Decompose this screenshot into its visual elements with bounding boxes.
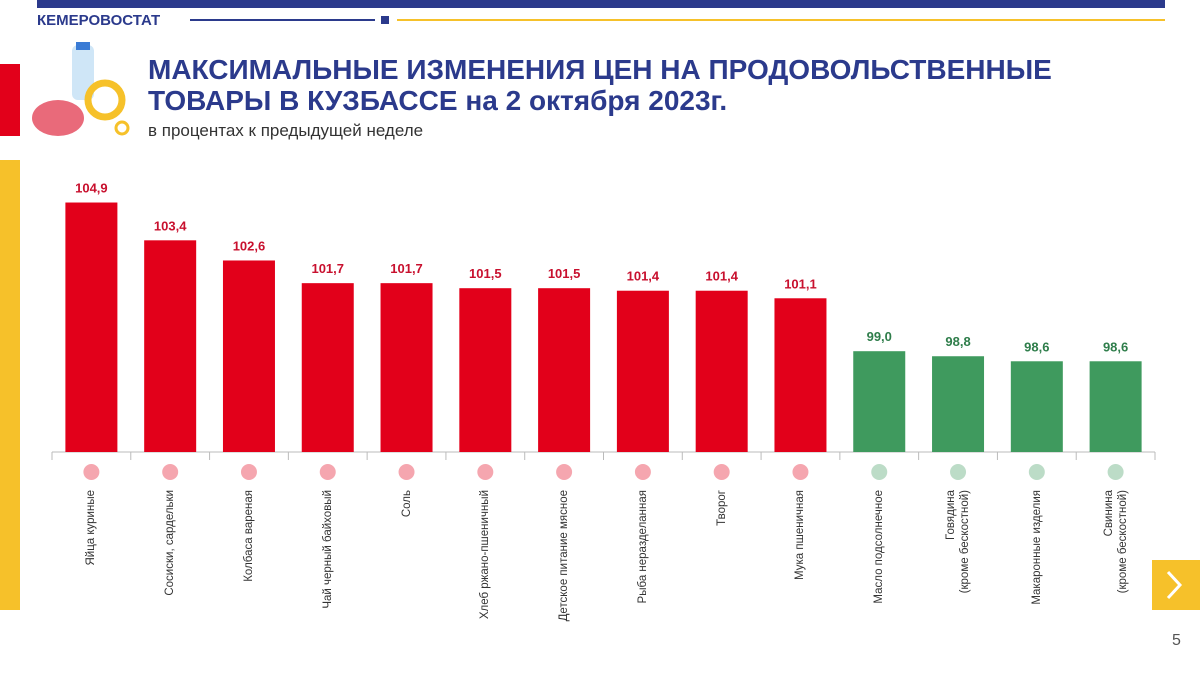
value-label: 98,8 <box>945 334 970 349</box>
x-tick-label: Хлеб ржано-пшеничный <box>479 490 492 620</box>
value-label: 101,4 <box>627 269 660 284</box>
value-label: 101,7 <box>311 261 344 276</box>
bar <box>222 260 275 452</box>
value-label: 98,6 <box>1103 339 1128 354</box>
next-arrow[interactable] <box>1166 570 1183 600</box>
bar <box>853 351 906 452</box>
x-tick-label: Масло подсолнечное <box>873 490 886 604</box>
x-tick-label: Макаронные изделия <box>1030 490 1043 605</box>
category-icon <box>713 464 730 480</box>
x-tick-label: Мука пшеничная <box>794 490 807 580</box>
bar <box>932 356 985 452</box>
category-icon <box>871 464 888 480</box>
category-icon <box>950 464 967 480</box>
bar <box>380 283 433 452</box>
bar <box>774 298 827 452</box>
header-square <box>381 16 389 24</box>
x-tick-label: Яйца куриные <box>85 490 98 566</box>
value-label: 101,7 <box>390 261 423 276</box>
org-name: КЕМЕРОВОСТАТ <box>37 12 160 29</box>
bar <box>538 288 591 452</box>
category-icon <box>162 464 179 480</box>
bar <box>1089 361 1142 452</box>
value-label: 101,1 <box>784 276 817 291</box>
x-tick-label: Соль <box>400 490 413 518</box>
x-tick-label: Детское питание мясное <box>558 490 571 622</box>
bar <box>616 290 669 452</box>
value-label: 98,6 <box>1024 339 1049 354</box>
value-label: 103,4 <box>154 218 187 233</box>
category-icon <box>83 464 100 480</box>
category-icon <box>319 464 336 480</box>
side-accent <box>0 64 20 136</box>
value-label: 104,9 <box>75 181 108 196</box>
value-label: 101,4 <box>705 269 738 284</box>
bar <box>65 202 118 452</box>
category-icon <box>634 464 651 480</box>
x-tick-label: Свинина (кроме бескостной) <box>1102 490 1129 594</box>
category-icon <box>792 464 809 480</box>
bar <box>459 288 512 452</box>
category-icon <box>477 464 494 480</box>
category-icon <box>556 464 573 480</box>
x-tick-label: Колбаса вареная <box>242 490 255 582</box>
bar <box>301 283 354 452</box>
category-icon <box>398 464 415 480</box>
page-number: 5 <box>1172 632 1181 649</box>
category-icon <box>1107 464 1124 480</box>
value-label: 102,6 <box>233 238 266 253</box>
value-label: 101,5 <box>469 266 502 281</box>
bar <box>695 290 748 452</box>
chart-subtitle: в процентах к предыдущей неделе <box>148 121 424 140</box>
x-tick-label: Говядина (кроме бескостной) <box>945 490 972 594</box>
food-icon <box>32 42 130 136</box>
value-label: 99,0 <box>867 329 892 344</box>
bar <box>1010 361 1063 452</box>
x-tick-label: Творог <box>715 490 728 526</box>
category-icon <box>240 464 257 480</box>
bar <box>144 240 197 452</box>
next-button[interactable] <box>1152 560 1200 610</box>
value-label: 101,5 <box>548 266 581 281</box>
chart-title: МАКСИМАЛЬНЫЕ ИЗМЕНЕНИЯ ЦЕН НА ПРОДОВОЛЬС… <box>148 54 1052 116</box>
x-tick-label: Рыба неразделанная <box>636 490 649 604</box>
side-accent <box>0 160 20 610</box>
top-bar <box>37 0 1165 8</box>
x-tick-label: Чай черный байховый <box>321 490 334 609</box>
category-icon <box>1028 464 1045 480</box>
x-tick-label: Сосиски, сардельки <box>164 490 177 596</box>
